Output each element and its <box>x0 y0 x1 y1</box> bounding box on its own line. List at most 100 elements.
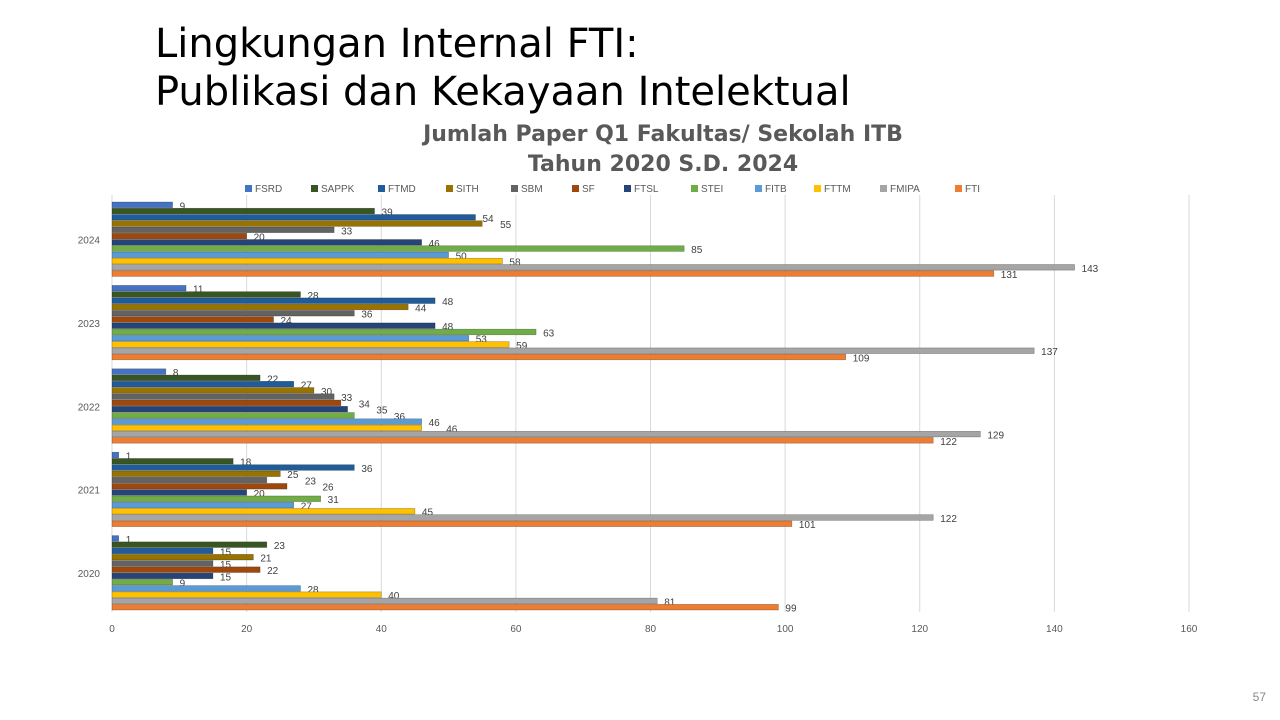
data-label-stei-2023: 63 <box>543 328 555 339</box>
legend-swatch-fti <box>955 185 962 192</box>
legend-label-fmipa: FMIPA <box>890 184 920 195</box>
legend-swatch-fmipa <box>880 185 887 192</box>
data-label-fttm-2021: 45 <box>422 508 434 519</box>
legend-label-fti: FTI <box>965 184 980 195</box>
bar-fsrd-2021 <box>111 451 120 459</box>
legend-swatch-ftsl <box>624 185 631 192</box>
bar-ftsl-2024 <box>111 239 422 246</box>
data-label-fti-2024: 131 <box>1001 270 1018 281</box>
chart-title-line1: Jumlah Paper Q1 Fakultas/ Sekolah ITB <box>423 122 903 147</box>
legend-swatch-fitb <box>755 185 762 192</box>
data-label-stei-2024: 85 <box>691 245 703 256</box>
chart-title-line2: Tahun 2020 S.D. 2024 <box>527 152 799 177</box>
bar-sappk-2021 <box>111 458 234 465</box>
x-tick-label: 120 <box>911 624 928 635</box>
bar-fti-2020 <box>111 604 779 611</box>
bar-ftsl-2020 <box>111 572 214 580</box>
data-label-sf-2020: 22 <box>267 566 279 577</box>
bar-ftmd-2020 <box>111 547 214 555</box>
bar-fti-2021 <box>111 520 793 527</box>
bar-ftsl-2021 <box>111 489 247 496</box>
bar-stei-2021 <box>111 495 321 502</box>
bar-ftsl-2022 <box>111 405 348 413</box>
bar-fitb-2020 <box>111 585 301 592</box>
bar-sappk-2024 <box>111 207 375 215</box>
data-label-stei-2021: 31 <box>328 495 340 506</box>
x-tick-label: 80 <box>645 624 657 635</box>
bar-ftmd-2021 <box>111 464 355 471</box>
bar-fsrd-2022 <box>111 368 167 375</box>
category-label-2021: 2021 <box>78 486 101 497</box>
bar-fitb-2024 <box>111 251 449 258</box>
bar-fsrd-2023 <box>111 285 187 292</box>
bar-sith-2022 <box>111 387 315 394</box>
data-label-sappk-2022: 22 <box>267 374 279 385</box>
category-label-2023: 2023 <box>78 319 101 330</box>
x-tick-label: 140 <box>1046 624 1063 635</box>
data-label-ftmd-2022: 27 <box>301 381 313 392</box>
data-label-sf-2021: 26 <box>322 483 334 494</box>
data-label-fitb-2022: 46 <box>429 418 441 429</box>
bar-fti-2024 <box>111 270 995 277</box>
bar-stei-2023 <box>111 328 537 336</box>
data-label-sith-2021: 25 <box>287 470 299 481</box>
page-number: 57 <box>1252 690 1266 704</box>
bar-fti-2022 <box>111 437 934 444</box>
bar-fttm-2020 <box>111 591 382 598</box>
data-label-ftsl-2020: 15 <box>220 572 232 583</box>
data-label-fmipa-2020: 81 <box>664 597 676 608</box>
data-label-fsrd-2021: 1 <box>126 451 132 462</box>
chart-title: Jumlah Paper Q1 Fakultas/ Sekolah ITB Ta… <box>363 120 963 180</box>
data-label-fmipa-2022: 129 <box>987 431 1004 442</box>
data-label-ftsl-2024: 46 <box>429 239 441 250</box>
bar-sappk-2020 <box>111 541 268 548</box>
legend-label-sappk: SAPPK <box>321 184 355 195</box>
legend-label-fitb: FITB <box>765 184 787 195</box>
category-label-2020: 2020 <box>78 569 101 580</box>
data-label-sith-2020: 21 <box>260 554 272 565</box>
slide-title: Lingkungan Internal FTI: Publikasi dan K… <box>155 20 851 116</box>
bar-sbm-2021 <box>111 476 268 484</box>
legend-label-ftsl: FTSL <box>634 184 659 195</box>
data-label-fitb-2024: 50 <box>456 251 468 262</box>
bar-fmipa-2021 <box>111 514 934 521</box>
data-label-fitb-2020: 28 <box>307 585 319 596</box>
bar-sf-2022 <box>111 399 342 406</box>
bar-ftsl-2023 <box>111 322 436 329</box>
bar-sbm-2020 <box>111 560 214 567</box>
bar-fitb-2023 <box>111 335 470 342</box>
bar-sappk-2023 <box>111 291 301 298</box>
data-label-fsrd-2024: 9 <box>180 201 186 212</box>
x-tick-label: 160 <box>1181 624 1198 635</box>
data-label-ftsl-2023: 48 <box>442 322 454 333</box>
data-label-fti-2023: 109 <box>853 353 870 364</box>
bar-fttm-2023 <box>111 341 510 348</box>
data-label-fitb-2021: 27 <box>301 501 313 512</box>
x-tick-label: 40 <box>376 624 388 635</box>
bar-sbm-2024 <box>111 226 335 233</box>
bar-stei-2022 <box>111 412 355 419</box>
data-label-ftmd-2024: 54 <box>482 214 494 225</box>
legend-label-ftmd: FTMD <box>388 184 416 195</box>
slide-title-line1: Lingkungan Internal FTI: <box>155 21 639 67</box>
bar-ftmd-2024 <box>111 214 476 221</box>
legend-label-fttm: FTTM <box>824 184 851 195</box>
legend-swatch-sf <box>572 185 579 192</box>
legend-label-sith: SITH <box>456 184 479 195</box>
bar-fsrd-2024 <box>111 201 173 208</box>
data-label-sbm-2022: 33 <box>341 393 353 404</box>
data-label-fttm-2023: 59 <box>516 341 528 352</box>
bar-fti-2023 <box>111 353 847 361</box>
data-label-fttm-2022: 46 <box>446 424 458 435</box>
data-label-sappk-2020: 23 <box>274 541 286 552</box>
legend-swatch-ftmd <box>378 185 385 192</box>
bar-sith-2020 <box>111 554 254 561</box>
data-label-stei-2022: 36 <box>394 412 406 423</box>
x-tick-label: 100 <box>777 624 794 635</box>
legend-swatch-fsrd <box>245 185 252 192</box>
data-label-sappk-2023: 28 <box>307 291 319 302</box>
bar-sith-2024 <box>111 220 483 227</box>
legend-swatch-fttm <box>814 185 821 192</box>
x-tick-label: 20 <box>241 624 253 635</box>
